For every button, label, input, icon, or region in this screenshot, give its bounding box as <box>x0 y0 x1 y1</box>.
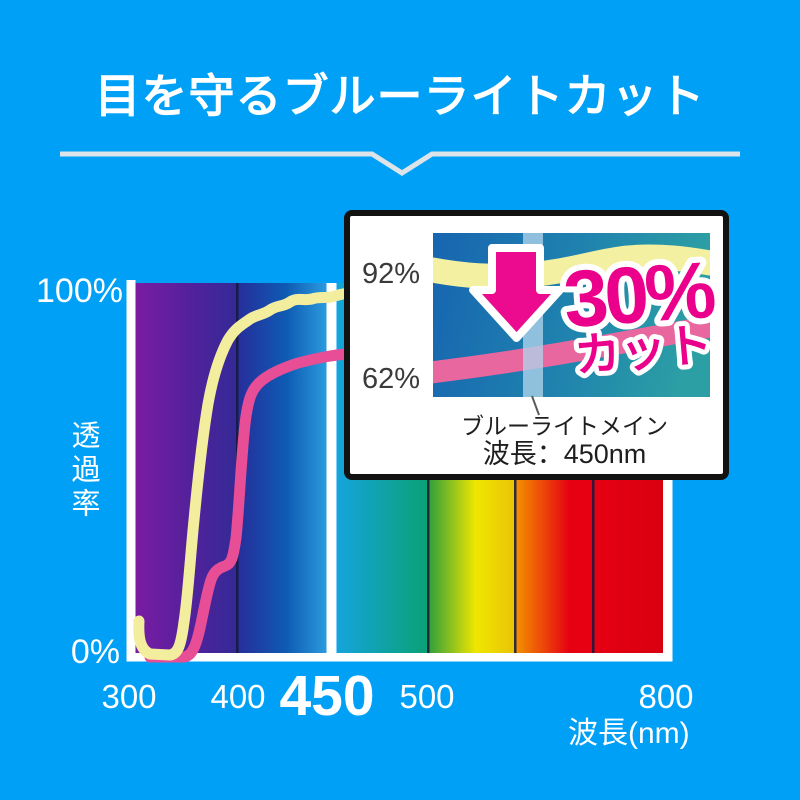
x-tick-800: 800 <box>638 678 694 715</box>
x-axis-title: 波長(nm) <box>568 717 690 750</box>
divider-chevron <box>60 151 740 176</box>
x-tick-500: 500 <box>399 678 455 715</box>
minichart-pink-band <box>433 315 710 384</box>
inset-caption: ブルーライトメイン 波長：450nm <box>426 413 703 470</box>
band-blue <box>237 283 327 653</box>
cut-percent-text: 30% <box>561 245 718 344</box>
y-axis-label-100: 100% <box>36 272 123 310</box>
down-arrow-icon <box>469 244 564 342</box>
divider-line <box>60 151 740 176</box>
y-axis-label-0: 0% <box>70 633 120 671</box>
caption-line2: 波長：450nm <box>482 439 647 470</box>
x-tick-400: 400 <box>210 678 266 715</box>
inset-value-top: 92% <box>361 258 421 290</box>
inset-value-bottom: 62% <box>361 363 421 395</box>
y-axis-line <box>126 280 136 661</box>
minichart-yellow-band <box>433 244 710 289</box>
highlight-450nm-band <box>326 283 337 653</box>
y-axis-title: 透過率 <box>67 420 99 522</box>
x-tick-450: 450 <box>279 664 375 728</box>
inset-overlay: 30% カット <box>531 239 723 416</box>
pointer-line <box>531 395 540 416</box>
x-tick-300: 300 <box>101 678 157 715</box>
cut-word-text: カット <box>572 318 714 382</box>
page-title: 目を守るブルーライトカット <box>94 70 706 122</box>
inset-callout: 92% 62% 30% カット ブルーライトメイン 波長：450nm <box>344 210 729 480</box>
x-axis-line <box>126 653 673 662</box>
inset-minichart <box>433 233 710 397</box>
caption-line1: ブルーライトメイン <box>461 413 668 439</box>
